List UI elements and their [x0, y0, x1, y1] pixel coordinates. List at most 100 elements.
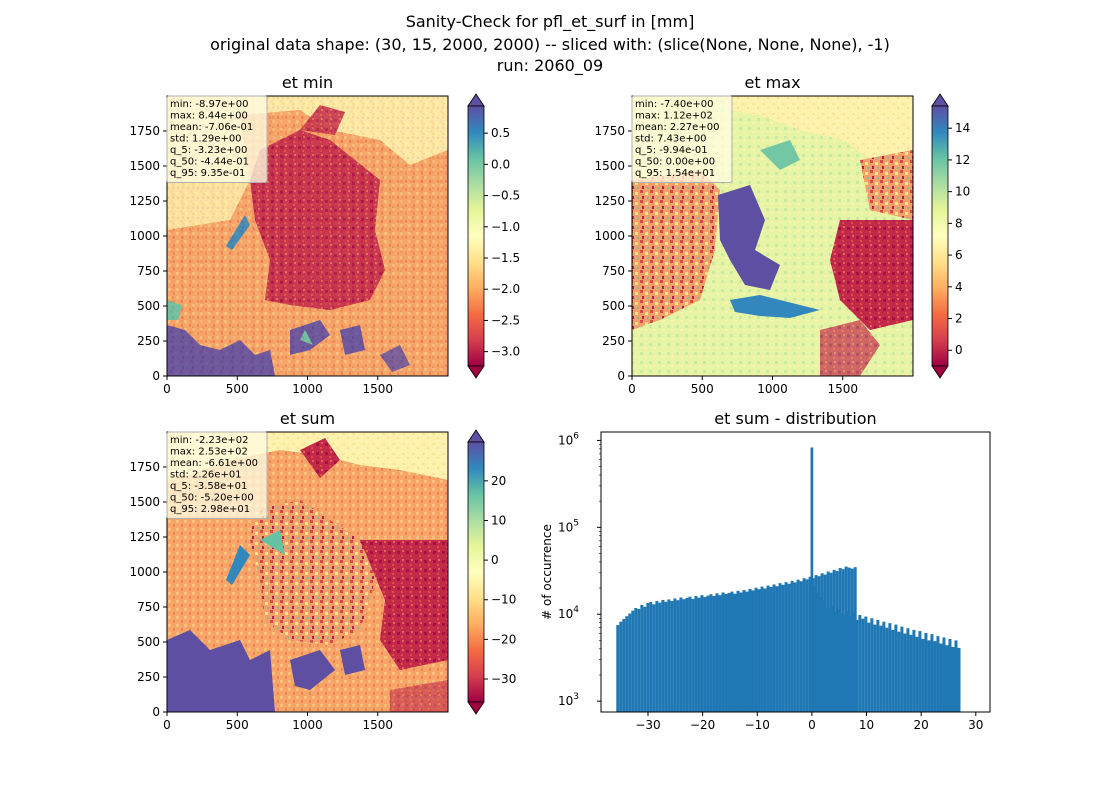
histogram-bar [730, 591, 734, 712]
x-tick-label: 0 [628, 382, 636, 396]
histogram-bar [867, 622, 871, 712]
histogram-bar [703, 596, 707, 712]
histogram-bar [873, 624, 877, 712]
histogram-bar [625, 616, 629, 712]
histogram-bar [837, 609, 841, 712]
colorbar-1 [931, 105, 949, 367]
histogram-bar [813, 586, 817, 712]
histogram-bar [691, 598, 695, 712]
y-tick-label: 1750 [129, 460, 160, 474]
histogram-bar [622, 619, 626, 712]
histogram-bar [900, 626, 904, 712]
histogram-bar [733, 593, 737, 712]
histogram-bar [805, 579, 809, 712]
histogram-bar [667, 599, 671, 712]
colorbar-tick-label: 20 [491, 474, 506, 488]
histogram-bar [957, 647, 961, 712]
histogram-bar [825, 607, 829, 712]
histogram-bar [772, 584, 776, 712]
histogram-bars [616, 447, 961, 712]
histogram-bar [819, 596, 823, 712]
histogram-bar [912, 629, 916, 712]
panel-title-2: et sum [280, 409, 335, 428]
histogram-bar [718, 595, 722, 712]
histogram-bar [843, 615, 847, 712]
hist-y-tick-label: 106 [558, 431, 579, 447]
stats-line: mean: -7.06e-01 [170, 122, 253, 133]
histogram-bar [769, 586, 773, 712]
histogram-bar [712, 596, 716, 712]
colorbar-tick-label: 6 [955, 248, 963, 262]
colorbar-extend-min [467, 701, 485, 715]
histogram-bar [709, 594, 713, 712]
colorbar-tick-label: −1.0 [491, 220, 520, 234]
histogram-bar [721, 592, 725, 712]
hist-y-tick-label: 103 [558, 692, 579, 708]
y-tick-label: 1500 [129, 495, 160, 509]
histogram-bar [808, 576, 812, 712]
colorbar-0 [467, 105, 485, 367]
hist-y-tick-label: 105 [558, 518, 579, 534]
stats-line: min: -7.40e+00 [635, 99, 714, 110]
histogram-bar [855, 619, 859, 712]
hist-x-tick-label: −30 [635, 718, 660, 732]
x-tick-label: 0 [163, 718, 171, 732]
y-tick-label: 1250 [129, 194, 160, 208]
suptitle-line-3: run: 2060_09 [496, 56, 604, 75]
histogram-bar [778, 583, 782, 712]
x-tick-label: 1000 [757, 382, 788, 396]
histogram-bar [616, 625, 620, 712]
histogram-bar [939, 643, 943, 712]
colorbar-tick-label: 4 [955, 280, 963, 294]
histogram-bar [879, 625, 883, 712]
histogram-bar [742, 590, 746, 712]
y-tick-label: 1250 [129, 530, 160, 544]
panel-title-0: et min [282, 73, 333, 92]
y-tick-label: 500 [137, 635, 160, 649]
histogram-bar [640, 604, 644, 712]
histogram-bar [751, 590, 755, 712]
histogram-bar [954, 640, 958, 712]
y-tick-label: 1500 [129, 159, 160, 173]
stats-line: mean: -6.61e+00 [170, 458, 258, 469]
y-tick-label: 500 [137, 299, 160, 313]
y-tick-label: 0 [617, 369, 625, 383]
histogram-bar [918, 631, 922, 712]
stats-line: q_5: -3.58e+01 [170, 481, 247, 492]
histogram-bar [897, 631, 901, 712]
stats-box [631, 95, 733, 183]
histogram-bar [700, 595, 704, 712]
histogram-bar [649, 602, 653, 712]
stats-line: q_50: -5.20e+00 [170, 493, 254, 504]
histogram-bar [790, 580, 794, 712]
stats-line: mean: 2.27e+00 [635, 122, 719, 133]
et-max-panel [631, 95, 914, 377]
colorbar-tick-label: 0 [491, 553, 499, 567]
histogram-bar [670, 601, 674, 712]
hist-x-tick-label: −10 [745, 718, 770, 732]
histogram-bar [757, 589, 761, 712]
histogram-bar [637, 608, 641, 712]
y-tick-label: 250 [602, 334, 625, 348]
histogram-bar [924, 632, 928, 712]
stats-line: min: -8.97e+00 [170, 99, 249, 110]
colorbar-tick-label: 10 [491, 513, 506, 527]
hist-x-tick-label: 20 [914, 718, 929, 732]
histogram-bar [661, 599, 665, 712]
x-tick-label: 1000 [292, 718, 323, 732]
stats-line: q_95: 9.35e-01 [170, 168, 245, 179]
stats-line: std: 2.26e+01 [170, 470, 242, 481]
histogram-bar [942, 637, 946, 712]
stats-line: max: 2.53e+02 [170, 447, 248, 458]
histogram-bar [945, 645, 949, 712]
x-tick-label: 500 [226, 718, 249, 732]
x-tick-label: 1500 [827, 382, 858, 396]
histogram-bar [745, 591, 749, 712]
colorbar-tick-label: −30 [491, 672, 516, 686]
histogram-title: et sum - distribution [714, 409, 876, 428]
histogram-bar [891, 629, 895, 712]
colorbar-tick-label: −2.0 [491, 282, 520, 296]
panel-title-1: et max [744, 73, 800, 92]
colorbar-tick-label: −3.0 [491, 345, 520, 359]
